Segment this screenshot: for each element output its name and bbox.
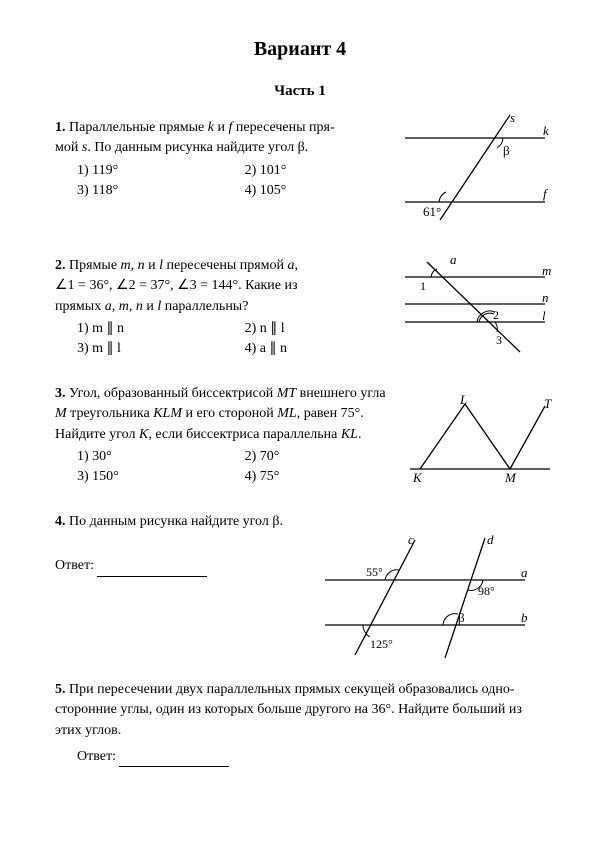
fig2-l: l bbox=[542, 308, 546, 323]
fig1-f: f bbox=[543, 186, 549, 201]
problem-1: 1. Параллельные прямые k и f пересечены … bbox=[55, 118, 545, 238]
fig4-125: 125° bbox=[370, 637, 393, 651]
problem-3: 3. Угол, образованный биссектрисой MT вн… bbox=[55, 384, 545, 494]
choice-1-1: 1) 119° bbox=[55, 161, 245, 181]
figure-1: s k f β 61° bbox=[395, 110, 555, 237]
fig4-c: c bbox=[408, 532, 414, 547]
choice-3-1: 1) 30° bbox=[55, 447, 245, 467]
fig1-s: s bbox=[510, 110, 515, 125]
page: Вариант 4 Часть 1 1. Параллельные прямые… bbox=[0, 0, 595, 842]
problem-2-text: 2. Прямые m, n и l пересечены прямой a, … bbox=[55, 256, 375, 317]
fig2-1: 1 bbox=[420, 279, 426, 293]
choice-2-2: 2) n ∥ l bbox=[245, 319, 375, 339]
fig3-K: K bbox=[412, 470, 423, 485]
choice-2-3: 3) m ∥ l bbox=[55, 339, 245, 359]
figure-4: c d a b 55° 98° β 125° bbox=[315, 530, 535, 672]
problem-3-text: 3. Угол, образованный биссектрисой MT вн… bbox=[55, 384, 405, 445]
fig1-beta: β bbox=[503, 143, 510, 158]
fig1-k: k bbox=[543, 123, 549, 138]
main-title: Вариант 4 bbox=[55, 38, 545, 61]
fig2-n: n bbox=[542, 290, 549, 305]
fig4-a: a bbox=[521, 565, 528, 580]
fig4-beta: β bbox=[458, 610, 465, 625]
fig3-L: L bbox=[459, 392, 467, 407]
fig4-d: d bbox=[487, 532, 494, 547]
part-title: Часть 1 bbox=[55, 83, 545, 100]
problem-5-num: 5. bbox=[55, 682, 66, 697]
fig2-a: a bbox=[450, 252, 457, 267]
problem-3-choices: 1) 30° 2) 70° 3) 150° 4) 75° bbox=[55, 447, 375, 488]
choice-3-4: 4) 75° bbox=[245, 467, 375, 487]
fig3-T: T bbox=[544, 396, 552, 411]
problem-5-answer: Ответ: bbox=[55, 747, 545, 767]
choice-2-1: 1) m ∥ n bbox=[55, 319, 245, 339]
problem-5: 5. При пересечении двух параллельных пря… bbox=[55, 680, 545, 767]
fig2-3: 3 bbox=[496, 333, 502, 347]
fig4-98: 98° bbox=[478, 584, 495, 598]
fig3-M: M bbox=[504, 470, 517, 485]
problem-2: 2. Прямые m, n и l пересечены прямой a, … bbox=[55, 256, 545, 366]
choice-1-2: 2) 101° bbox=[245, 161, 375, 181]
choice-1-3: 3) 118° bbox=[55, 181, 245, 201]
choice-1-4: 4) 105° bbox=[245, 181, 375, 201]
problem-1-num: 1. bbox=[55, 120, 66, 135]
problem-3-num: 3. bbox=[55, 386, 66, 401]
fig4-b: b bbox=[521, 610, 528, 625]
problem-4: 4. По данным рисунка найдите угол β. Отв… bbox=[55, 512, 545, 662]
choice-3-2: 2) 70° bbox=[245, 447, 375, 467]
problem-2-choices: 1) m ∥ n 2) n ∥ l 3) m ∥ l 4) a ∥ n bbox=[55, 319, 375, 360]
fig2-2: 2 bbox=[493, 308, 499, 322]
problem-2-num: 2. bbox=[55, 258, 66, 273]
figure-3: K L M T bbox=[405, 394, 555, 491]
figure-2: a m n l 1 2 3 bbox=[395, 252, 555, 369]
fig2-m: m bbox=[542, 263, 551, 278]
choice-2-4: 4) a ∥ n bbox=[245, 339, 375, 359]
problem-4-num: 4. bbox=[55, 514, 66, 529]
answer-blank-5[interactable] bbox=[119, 752, 229, 767]
problem-5-text: 5. При пересечении двух параллельных пря… bbox=[55, 680, 545, 741]
problem-1-choices: 1) 119° 2) 101° 3) 118° 4) 105° bbox=[55, 161, 375, 202]
choice-3-3: 3) 150° bbox=[55, 467, 245, 487]
answer-blank-4[interactable] bbox=[97, 562, 207, 577]
problem-1-text: 1. Параллельные прямые k и f пересечены … bbox=[55, 118, 375, 159]
fig1-ang: 61° bbox=[423, 204, 441, 219]
fig4-55: 55° bbox=[366, 565, 383, 579]
